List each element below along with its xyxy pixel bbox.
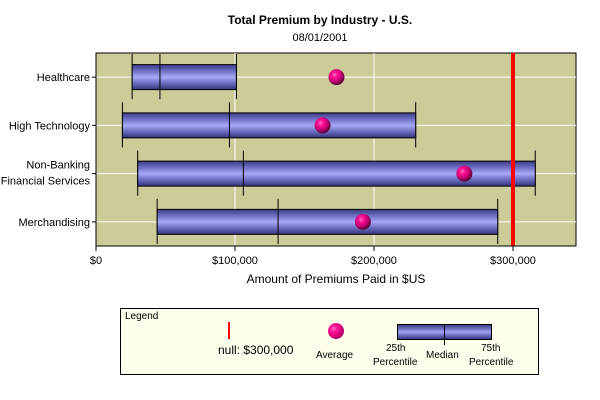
box-swatch-median [444,325,445,345]
category-label: Healthcare [37,72,90,84]
average-markers [314,69,473,230]
legend-p75-label-2: Percentile [469,357,514,368]
chart-title: Total Premium by Industry - U.S. [228,13,412,27]
box-bar [156,208,499,235]
legend-median-label: Median [426,350,459,361]
x-tick-label: $100,000 [212,255,258,267]
legend-average-label: Average [316,350,354,361]
legend-p25-label: 25th [386,343,406,354]
legend: Legend null: $300,000 Average 25th Perce… [120,308,539,375]
x-tick-label: $200,000 [351,255,397,267]
x-tick-label: $300,000 [490,255,536,267]
box-bar [137,160,536,187]
legend-reference-label: null: $300,000 [218,343,294,357]
box-swatch [397,324,492,345]
average-marker [314,117,331,134]
reference-line-swatch [228,322,230,339]
category-label: Merchandising [18,217,90,229]
x-axis-ticks: $0 $100,000 $200,000 $300,000 [90,246,536,267]
x-tick-label: $0 [90,255,102,267]
category-labels: Healthcare High Technology Non-Banking Fina… [1,72,96,229]
category-label: High Technology [9,120,91,132]
average-marker [456,165,473,182]
category-label: Non-Banking [26,160,90,172]
average-marker-swatch [328,323,344,339]
x-axis-label: Amount of Premiums Paid in $US [247,272,426,286]
box-bar [121,112,417,139]
average-marker [328,69,345,86]
chart-subtitle: 08/01/2001 [292,32,347,44]
legend-title: Legend [125,311,159,322]
average-marker [354,213,371,230]
box-series [121,54,536,244]
category-label: Financial Services [1,176,91,188]
box-bar [131,64,237,91]
legend-p75-label: 75th [481,343,501,354]
legend-p25-label-2: Percentile [373,357,418,368]
